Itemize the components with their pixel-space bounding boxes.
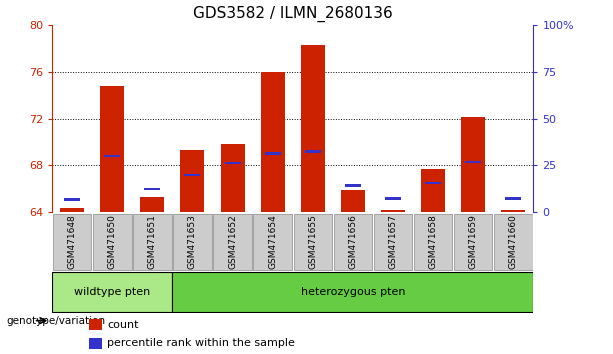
Bar bbox=[461, 118, 485, 212]
Text: GSM471651: GSM471651 bbox=[148, 214, 157, 269]
Bar bbox=[294, 213, 332, 270]
Bar bbox=[385, 197, 401, 200]
Bar bbox=[425, 182, 441, 184]
Bar bbox=[345, 184, 361, 187]
Text: GSM471655: GSM471655 bbox=[308, 214, 318, 269]
Text: wildtype pten: wildtype pten bbox=[74, 287, 150, 297]
Text: percentile rank within the sample: percentile rank within the sample bbox=[107, 338, 295, 348]
Bar bbox=[305, 150, 321, 153]
Bar bbox=[64, 198, 80, 201]
Bar bbox=[501, 210, 525, 212]
Text: GSM471648: GSM471648 bbox=[67, 214, 77, 269]
Bar bbox=[301, 45, 325, 212]
Text: heterozygous pten: heterozygous pten bbox=[300, 287, 405, 297]
Text: GSM471653: GSM471653 bbox=[188, 214, 197, 269]
Bar bbox=[213, 213, 252, 270]
Bar bbox=[333, 213, 372, 270]
Text: count: count bbox=[107, 320, 139, 330]
Bar bbox=[374, 213, 412, 270]
Text: GSM471658: GSM471658 bbox=[428, 214, 438, 269]
Bar bbox=[93, 213, 132, 270]
Bar bbox=[140, 197, 164, 212]
Title: GDS3582 / ILMN_2680136: GDS3582 / ILMN_2680136 bbox=[193, 6, 392, 22]
Bar bbox=[454, 213, 492, 270]
Bar bbox=[341, 190, 365, 212]
Text: GSM471657: GSM471657 bbox=[389, 214, 397, 269]
Bar bbox=[133, 213, 172, 270]
Text: GSM471652: GSM471652 bbox=[228, 214, 237, 269]
Bar bbox=[185, 173, 200, 176]
Bar bbox=[89, 338, 102, 349]
Text: GSM471656: GSM471656 bbox=[348, 214, 357, 269]
Bar bbox=[144, 188, 161, 190]
Bar bbox=[180, 150, 205, 212]
Text: GSM471650: GSM471650 bbox=[108, 214, 116, 269]
Bar bbox=[52, 272, 172, 313]
Bar bbox=[60, 208, 84, 212]
Bar bbox=[173, 213, 211, 270]
Bar bbox=[265, 153, 281, 155]
Bar bbox=[172, 272, 533, 313]
Text: genotype/variation: genotype/variation bbox=[6, 316, 105, 326]
Bar bbox=[53, 213, 91, 270]
Bar bbox=[221, 144, 245, 212]
Bar bbox=[505, 197, 521, 200]
Bar bbox=[253, 213, 292, 270]
Bar bbox=[465, 161, 481, 163]
Bar bbox=[261, 72, 284, 212]
Bar bbox=[494, 213, 533, 270]
Text: GSM471654: GSM471654 bbox=[268, 214, 277, 269]
Bar bbox=[421, 169, 445, 212]
Text: GSM471659: GSM471659 bbox=[469, 214, 478, 269]
Bar bbox=[224, 162, 240, 165]
Bar bbox=[89, 319, 102, 330]
Bar bbox=[414, 213, 452, 270]
Bar bbox=[101, 86, 124, 212]
Bar bbox=[381, 210, 405, 212]
Text: GSM471660: GSM471660 bbox=[509, 214, 518, 269]
Bar bbox=[104, 155, 120, 158]
